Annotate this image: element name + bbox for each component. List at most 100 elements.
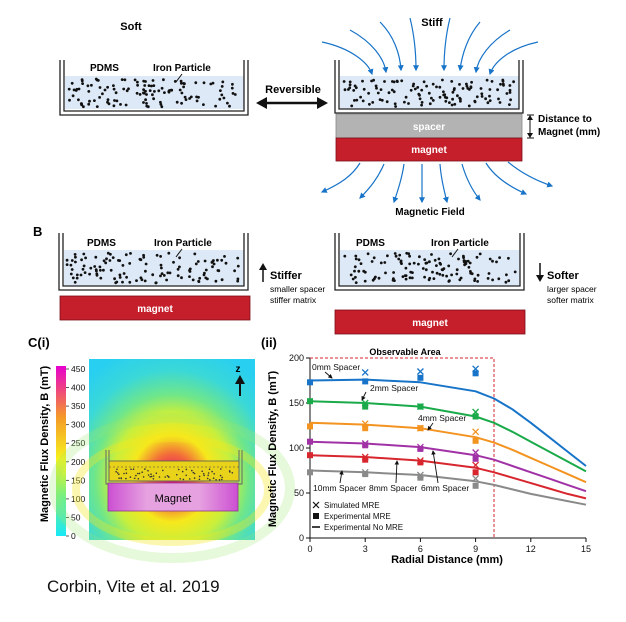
iron-particle (173, 80, 177, 83)
iron-particle (508, 91, 512, 94)
iron-particle (221, 478, 223, 481)
iron-particle (411, 84, 415, 88)
stiff-label: Stiff (421, 17, 443, 29)
magnet-block (335, 137, 523, 162)
field-line (379, 21, 404, 72)
iron-particle (379, 261, 383, 265)
iron-particle (139, 276, 143, 280)
iron-particle (370, 260, 374, 263)
series-line (309, 454, 587, 500)
field-line (488, 41, 539, 76)
series-line (309, 378, 587, 467)
experimental-point (472, 370, 479, 377)
iron-particle (118, 473, 120, 476)
iron-particle (133, 78, 137, 82)
iron-particle (125, 468, 127, 471)
field-line (409, 17, 419, 72)
iron-particle (366, 252, 370, 256)
iron-particle (507, 256, 510, 260)
iron-particle (95, 269, 98, 273)
iron-particle (219, 89, 222, 92)
iron-particle (72, 88, 76, 92)
experimental-point (307, 438, 313, 445)
iron-particle (87, 102, 91, 106)
iron-particle (478, 252, 482, 256)
iron-particle (387, 91, 391, 95)
iron-particle (469, 86, 473, 89)
iron-particle (371, 101, 375, 104)
iron-particle (151, 79, 155, 82)
iron-particle (179, 478, 181, 480)
softer-sub-2: softer matrix (547, 295, 595, 305)
iron-particle (496, 88, 499, 92)
iron-particle (144, 262, 148, 266)
iron-particle (466, 87, 470, 90)
iron-particle (69, 272, 73, 276)
iron-particle (142, 88, 146, 91)
iron-particle (421, 267, 425, 270)
iron-particle (176, 267, 180, 271)
iron-particle (501, 79, 505, 83)
magnetic-field-label: Magnetic Field (395, 207, 464, 218)
iron-particle (129, 476, 132, 478)
iron-particle (372, 256, 376, 260)
iron-particle (378, 98, 382, 101)
iron-particle (224, 261, 228, 265)
iron-particle (469, 270, 472, 273)
iron-particle (397, 257, 401, 261)
iron-particle (74, 260, 77, 264)
y-tick-label: 200 (289, 353, 304, 363)
iron-particle (230, 86, 234, 90)
iron-particle (185, 468, 188, 471)
iron-particle (211, 260, 215, 263)
iron-particle (83, 271, 87, 274)
experimental-point (417, 474, 424, 481)
iron-particle (441, 273, 445, 277)
iron-particle (487, 272, 491, 275)
iron-particle (513, 270, 517, 274)
iron-particle (211, 470, 213, 473)
iron-particle (359, 262, 363, 265)
colorbar-tick-label: 300 (71, 420, 85, 430)
stiffer-arrow (259, 263, 267, 282)
iron-particle (203, 259, 207, 263)
iron-particle (502, 83, 505, 87)
iron-particle (438, 95, 442, 99)
iron-particle (380, 98, 384, 102)
iron-particle (94, 77, 98, 81)
iron-pointer (451, 248, 459, 258)
iron-particle (409, 270, 413, 274)
iron-particle (79, 102, 83, 106)
iron-particle (463, 263, 466, 267)
iron-particle (148, 89, 152, 92)
iron-particle (196, 260, 200, 263)
iron-particle (488, 88, 492, 91)
iron-particle (407, 102, 410, 105)
simulated-point (416, 471, 424, 479)
experimental-point (362, 403, 369, 410)
stiffer-label: Stiffer (270, 270, 303, 282)
legend-entry: Simulated MRE (324, 501, 380, 510)
experimental-point (417, 459, 424, 466)
iron-particle (490, 80, 494, 83)
iron-particle (113, 99, 116, 102)
panel-c-letter: C(i) (28, 335, 50, 350)
iron-particle (115, 470, 117, 473)
iron-particle (508, 103, 511, 106)
iron-particle (209, 82, 213, 86)
iron-particle (112, 84, 115, 87)
series-annotation: 10mm Spacer (313, 483, 366, 493)
iron-particle (195, 95, 199, 99)
iron-particle (160, 105, 164, 109)
iron-particle (121, 280, 124, 284)
soft-container (59, 60, 249, 116)
iron-particle (354, 254, 358, 258)
field-line (461, 163, 481, 201)
iron-particle (403, 274, 407, 277)
iron-particle (204, 268, 208, 272)
experimental-point (472, 437, 479, 444)
iron-particle (442, 90, 445, 94)
iron-particle (213, 473, 215, 475)
magnet-label-left: magnet (137, 304, 173, 315)
